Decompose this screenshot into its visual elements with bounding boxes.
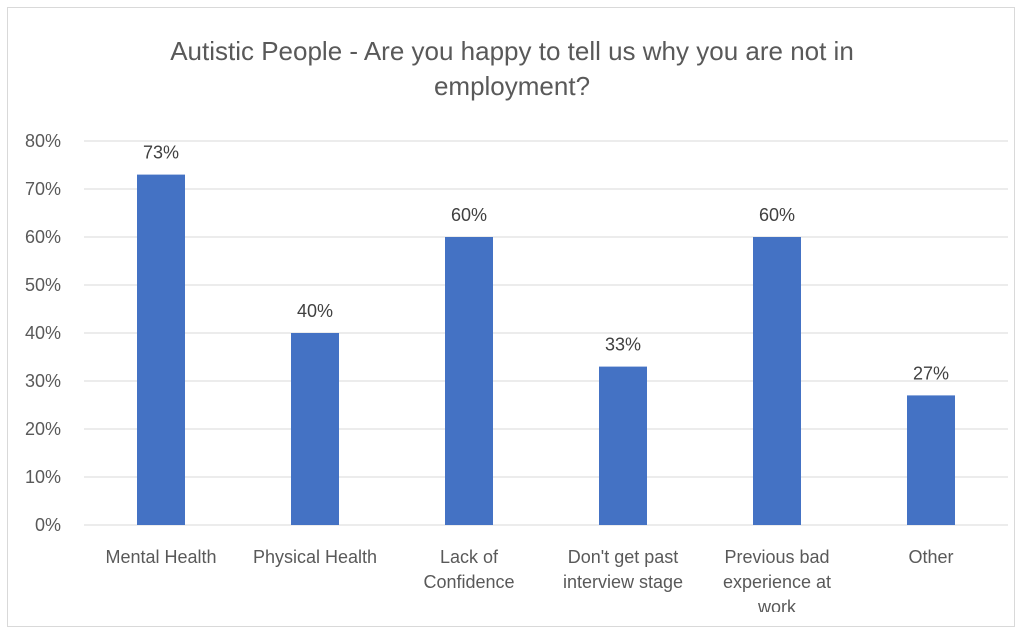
bar (907, 395, 955, 525)
y-tick-label: 10% (25, 467, 61, 487)
bar-chart: 0% 10% 20% 30% 40% 50% 60% 70% 80% 73% Mental Heal… (25, 131, 1008, 612)
y-tick-label: 30% (25, 371, 61, 391)
data-label: 60% (451, 205, 487, 225)
x-category-label: experience at (723, 572, 831, 592)
x-category-label: Previous bad (724, 547, 829, 567)
y-tick-label: 70% (25, 179, 61, 199)
y-tick-label: 80% (25, 131, 61, 151)
data-label: 40% (297, 301, 333, 321)
x-category-label: Lack of (440, 547, 499, 567)
x-category-label: Mental Health (105, 547, 216, 567)
x-category-label: work (757, 597, 797, 612)
x-category-label: Confidence (423, 572, 514, 592)
chart-title-line-1: Autistic People - Are you happy to tell … (170, 36, 854, 66)
bar (137, 174, 185, 525)
bar (599, 366, 647, 525)
bar (445, 237, 493, 525)
bar (291, 333, 339, 525)
chart-title-line-2: employment? (433, 71, 591, 101)
x-category-label: Don't get past (568, 547, 679, 567)
x-category-label: Physical Health (253, 547, 377, 567)
y-tick-label: 0% (35, 515, 61, 535)
data-label: 33% (605, 335, 641, 355)
data-label: 60% (759, 205, 795, 225)
x-category-label: interview stage (563, 572, 683, 592)
y-tick-label: 40% (25, 323, 61, 343)
x-category-label: Other (908, 547, 953, 567)
data-label: 73% (143, 143, 179, 163)
chart-title: Autistic People - Are you happy to tell … (0, 34, 1024, 104)
y-tick-label: 50% (25, 275, 61, 295)
bar (753, 237, 801, 525)
y-tick-label: 60% (25, 227, 61, 247)
y-tick-label: 20% (25, 419, 61, 439)
data-label: 27% (913, 363, 949, 383)
